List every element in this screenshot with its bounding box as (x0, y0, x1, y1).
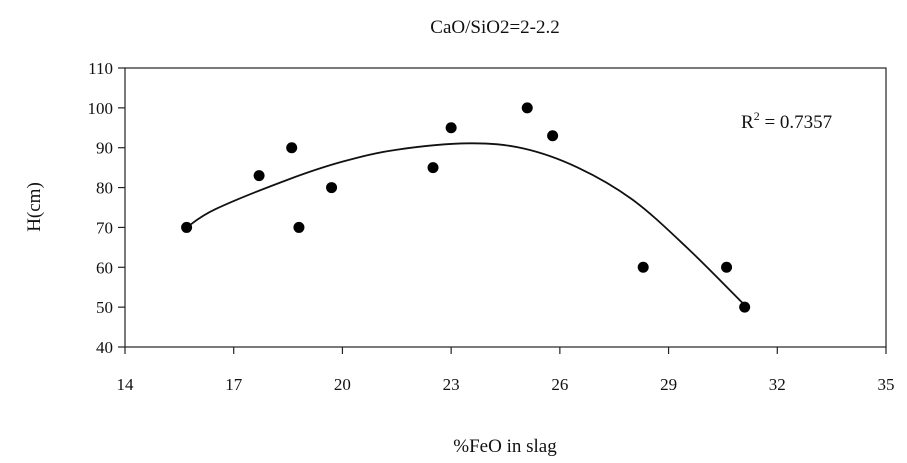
r2-value: = 0.7357 (760, 112, 832, 133)
x-tick-label: 23 (443, 375, 460, 394)
x-tick-label: 35 (878, 375, 895, 394)
y-axis-label: H(cm) (24, 182, 45, 232)
x-axis-ticks: 14 17 20 23 26 29 32 35 (117, 347, 895, 394)
x-tick-label: 32 (769, 375, 786, 394)
x-tick-label: 20 (334, 375, 351, 394)
data-point (181, 221, 193, 233)
y-axis-ticks: 40 50 60 70 80 90 100 110 (88, 59, 125, 357)
plot-area (124, 67, 887, 348)
y-tick-label: 110 (88, 59, 113, 78)
data-point (637, 261, 649, 273)
r2-r: R (741, 112, 754, 133)
y-tick-label: 70 (96, 218, 113, 237)
data-point (547, 130, 559, 142)
y-tick-label: 80 (96, 179, 113, 198)
data-point (427, 162, 439, 174)
y-tick-label: 90 (96, 139, 113, 158)
x-tick-label: 14 (117, 375, 135, 394)
data-point (739, 301, 751, 313)
data-point (293, 221, 305, 233)
x-axis-label: %FeO in slag (453, 436, 557, 457)
x-tick-label: 17 (225, 375, 243, 394)
y-tick-label: 50 (96, 298, 113, 317)
trendline (186, 142, 746, 306)
data-point (286, 142, 298, 154)
data-point (253, 170, 265, 182)
y-tick-label: 100 (88, 99, 114, 118)
y-tick-label: 40 (96, 338, 113, 357)
r2-superscript: 2 (754, 109, 760, 123)
data-point (326, 182, 338, 194)
x-tick-label: 29 (660, 375, 677, 394)
r-squared-label: R2 = 0.7357 (741, 109, 832, 133)
data-point (521, 102, 533, 114)
data-points (181, 102, 751, 313)
data-point (445, 122, 457, 134)
data-point (721, 261, 733, 273)
chart-title: CaO/SiO2=2-2.2 (430, 17, 559, 38)
x-tick-label: 26 (551, 375, 568, 394)
y-tick-label: 60 (96, 258, 113, 277)
